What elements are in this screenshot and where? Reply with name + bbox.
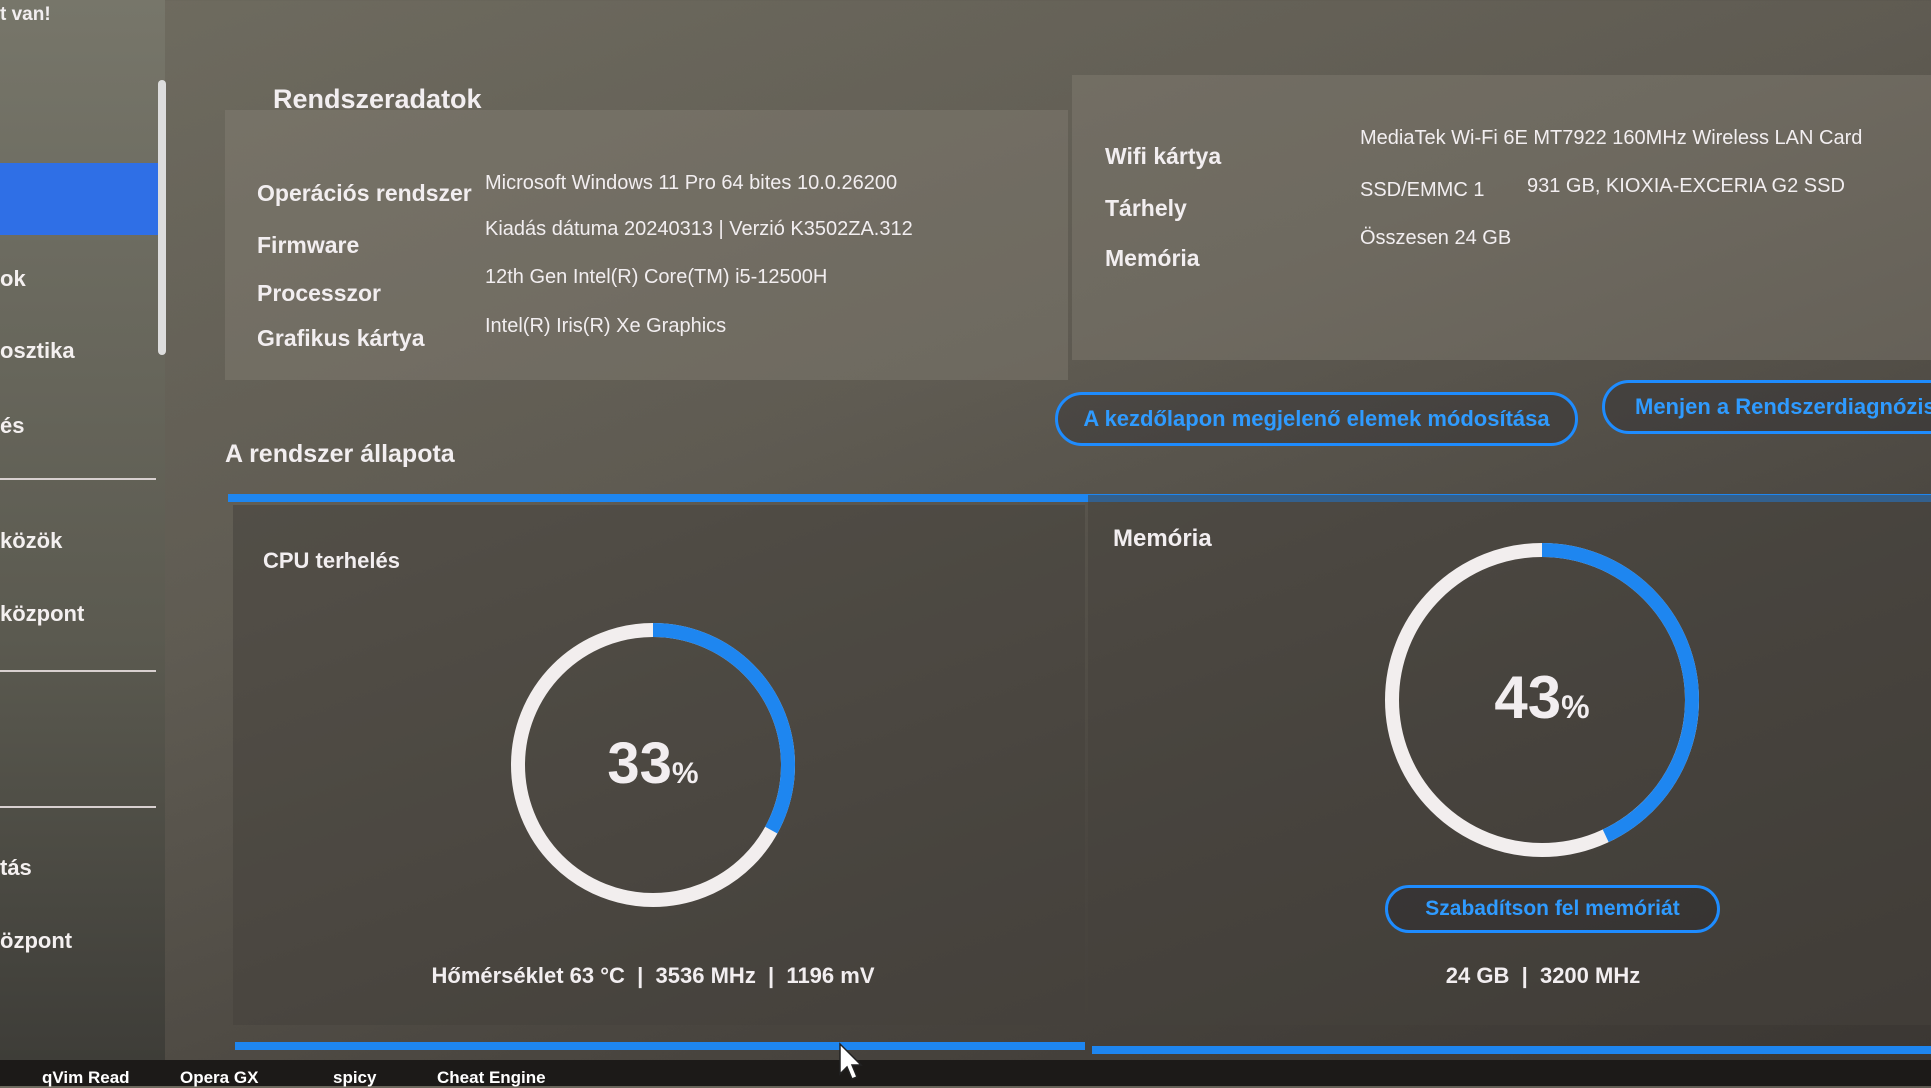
sidebar: ok osztika és közök központ tás özpont xyxy=(0,0,166,1060)
free-memory-button[interactable]: Szabadítson fel memóriát xyxy=(1385,885,1720,933)
info-label: Operációs rendszer xyxy=(257,180,472,206)
cpu-title: CPU terhelés xyxy=(263,548,400,573)
info-value: MediaTek Wi-Fi 6E MT7922 160MHz Wireless… xyxy=(1360,127,1863,149)
memory-card: Memória 43% Szabadítson fel memóriát 24 … xyxy=(1088,495,1931,1025)
info-label: Wifi kártya xyxy=(1105,143,1222,169)
sidebar-item[interactable]: özpont xyxy=(0,928,73,953)
info-label: Processzor xyxy=(257,280,382,306)
taskbar xyxy=(0,1060,1931,1086)
sidebar-item-selected[interactable] xyxy=(0,163,158,235)
scrollbar[interactable] xyxy=(158,80,166,355)
cpu-gauge xyxy=(511,623,795,907)
sidebar-item[interactable]: közök xyxy=(0,528,63,553)
memory-gauge xyxy=(1385,543,1699,857)
progress-bar xyxy=(235,1042,1085,1050)
notice-text: t van! xyxy=(0,4,51,25)
sidebar-item[interactable]: tás xyxy=(0,855,32,880)
taskbar-item[interactable]: qVim Read xyxy=(42,1068,130,1087)
divider xyxy=(0,478,156,480)
info-value: SSD/EMMC 1 xyxy=(1360,179,1485,201)
info-label: Grafikus kártya xyxy=(257,325,425,351)
sidebar-item[interactable]: és xyxy=(0,413,25,438)
taskbar-item[interactable]: Cheat Engine xyxy=(437,1068,546,1087)
taskbar-item[interactable]: Opera GX xyxy=(180,1068,259,1087)
mouse-cursor-icon xyxy=(839,1042,863,1080)
cpu-stats: Hőmérséklet 63 °C | 3536 MHz | 1196 mV xyxy=(431,963,875,988)
info-value: Microsoft Windows 11 Pro 64 bites 10.0.2… xyxy=(485,172,898,194)
sidebar-item[interactable]: ok xyxy=(0,266,26,291)
system-info-panel-left: Operációs rendszer Microsoft Windows 11 … xyxy=(225,110,1068,380)
gauge-fill xyxy=(511,623,795,907)
memory-percent: 43% xyxy=(1494,664,1590,731)
cpu-percent: 33% xyxy=(607,731,699,796)
accent-line xyxy=(228,494,1931,502)
info-value: Intel(R) Iris(R) Xe Graphics xyxy=(485,315,727,337)
section-title: Rendszeradatok xyxy=(273,84,482,114)
info-value: 12th Gen Intel(R) Core(TM) i5-12500H xyxy=(485,266,828,288)
sidebar-item[interactable]: osztika xyxy=(0,338,75,363)
info-label: Tárhely xyxy=(1105,195,1187,221)
info-label: Firmware xyxy=(257,232,360,258)
progress-bar xyxy=(1092,1046,1931,1054)
sidebar-item[interactable]: központ xyxy=(0,601,85,626)
info-label: Memória xyxy=(1105,245,1200,271)
system-info-panel-right: Wifi kártya MediaTek Wi-Fi 6E MT7922 160… xyxy=(1072,75,1931,360)
memory-title: Memória xyxy=(1113,525,1212,552)
divider xyxy=(0,806,156,808)
go-to-diagnostics-button[interactable]: Menjen a Rendszerdiagnózishoz xyxy=(1602,380,1931,434)
cpu-card: CPU terhelés 33% Hőmérséklet 63 °C | 353… xyxy=(233,505,1085,1025)
taskbar-item[interactable]: spicy xyxy=(333,1068,377,1087)
gauge-fill xyxy=(1385,543,1699,857)
divider xyxy=(0,670,156,672)
info-value: Kiadás dátuma 20240313 | Verzió K3502ZA.… xyxy=(485,218,913,240)
info-value: 931 GB, KIOXIA-EXCERIA G2 SSD xyxy=(1527,175,1845,197)
status-title: A rendszer állapota xyxy=(225,440,455,468)
edit-home-items-button[interactable]: A kezdőlapon megjelenő elemek módosítása xyxy=(1055,392,1578,446)
memory-stats: 24 GB | 3200 MHz xyxy=(1445,963,1641,988)
info-value: Összesen 24 GB xyxy=(1360,227,1512,249)
